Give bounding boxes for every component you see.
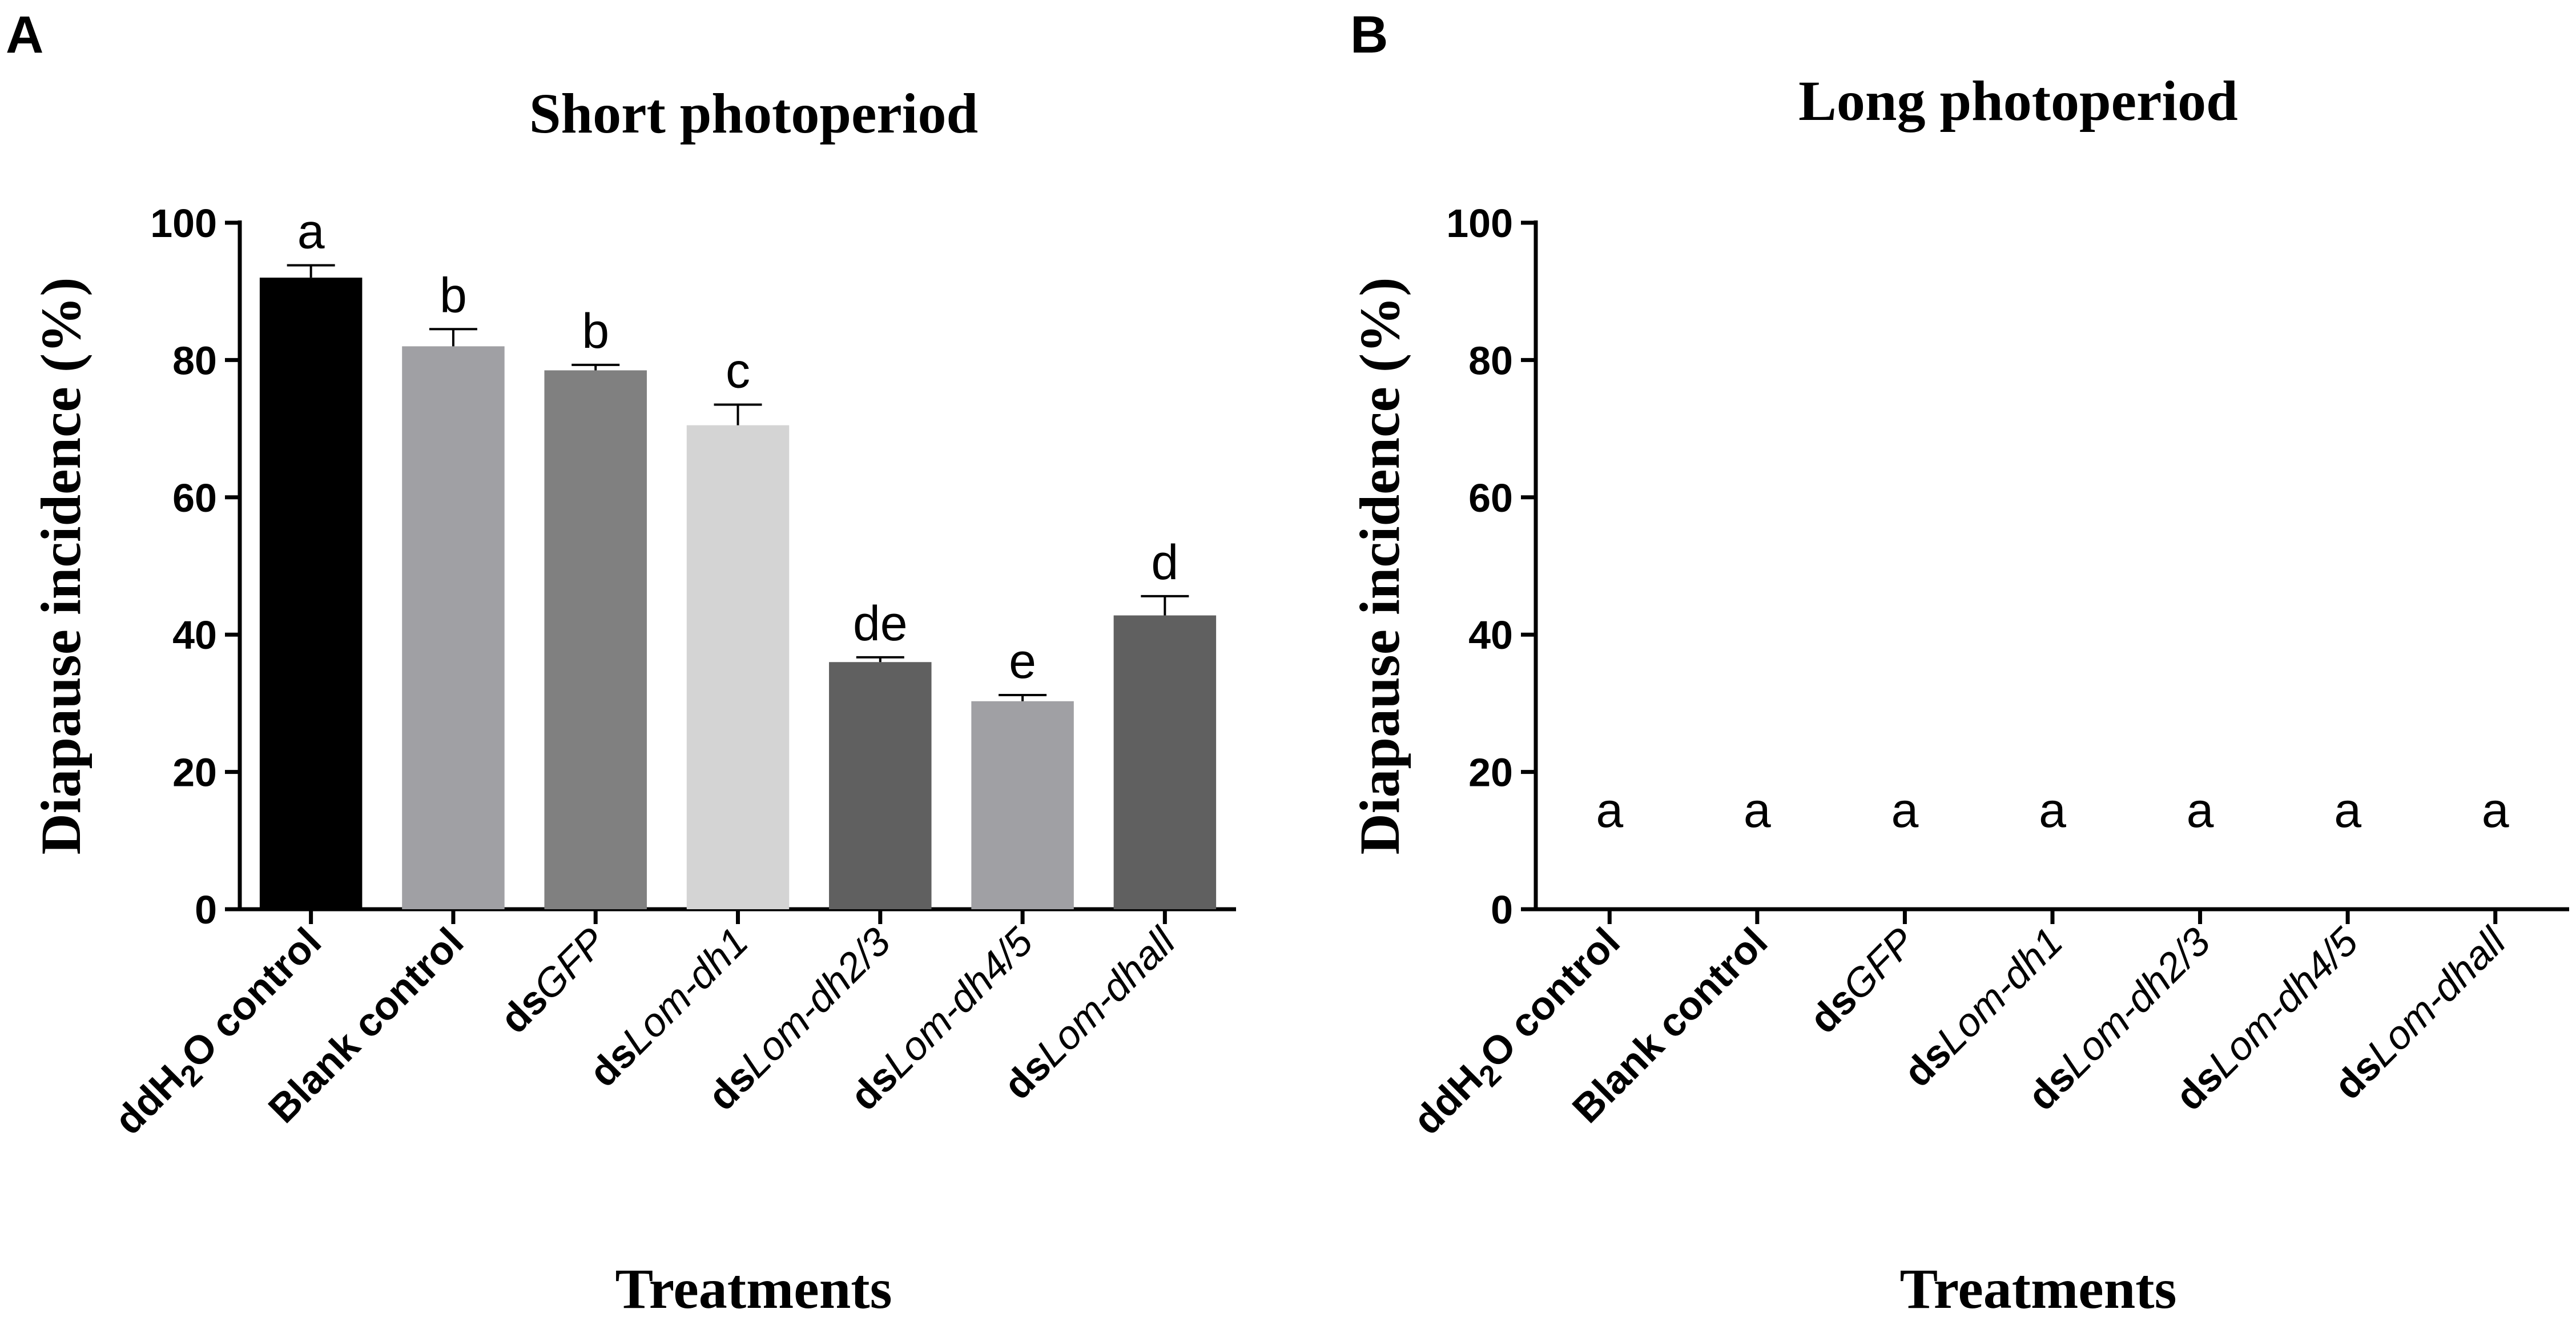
bar: [402, 346, 505, 909]
y-tick-label: 0: [195, 888, 217, 932]
x-axis-label: Treatments: [1899, 1257, 2176, 1320]
label-italic: Lom-dhall: [2358, 918, 2515, 1075]
y-tick-label: 0: [1491, 888, 1513, 932]
panel-letter: A: [6, 6, 43, 64]
y-tick-label: 20: [1468, 750, 1513, 795]
y-axis-label: Diapause incidence (%): [1348, 277, 1411, 854]
significance-letter: b: [582, 304, 609, 359]
significance-letter: a: [2187, 783, 2214, 838]
label-italic: Lom-dh1: [1928, 919, 2071, 1062]
x-axis-label: Treatments: [615, 1257, 892, 1320]
label-italic: Lom-dh1: [614, 919, 757, 1062]
label-italic: Lom-dhall: [1028, 918, 1184, 1075]
label-part: O control: [172, 919, 329, 1076]
significance-letter: a: [1596, 783, 1623, 838]
y-tick-label: 40: [172, 613, 217, 657]
significance-letter: d: [1151, 535, 1178, 590]
x-tick-label: dsGFP: [492, 919, 614, 1042]
y-tick-label: 80: [1468, 338, 1513, 383]
y-tick-label: 40: [1468, 613, 1513, 657]
significance-letter: c: [726, 344, 750, 399]
panel-letter: B: [1350, 6, 1388, 64]
y-tick-label: 80: [172, 338, 217, 383]
significance-letter: a: [297, 204, 325, 259]
y-tick-label: 60: [1468, 476, 1513, 520]
bar: [259, 278, 363, 909]
significance-letter: de: [853, 596, 908, 651]
significance-letter: e: [1009, 634, 1036, 689]
significance-letter: a: [2039, 783, 2066, 838]
y-tick-label: 100: [1446, 201, 1513, 246]
bar: [971, 701, 1074, 909]
x-tick-label: dsGFP: [1801, 919, 1923, 1042]
significance-letter: a: [1891, 783, 1919, 838]
bar: [686, 425, 790, 909]
bar: [544, 370, 647, 909]
significance-letter: a: [2482, 783, 2509, 838]
bar: [829, 662, 932, 909]
chart-title: Long photoperiod: [1798, 69, 2238, 132]
y-tick-label: 20: [172, 750, 217, 795]
chart-panel-a: A Short photoperiod Diapause incidence (%)…: [6, 6, 1236, 1320]
y-tick-label: 100: [150, 201, 217, 246]
y-axis-label: Diapause incidence (%): [29, 277, 92, 854]
label-part: O control: [1471, 919, 1628, 1076]
significance-letter: b: [440, 268, 467, 323]
chart-panel-b: B Long photoperiod Diapause incidence (%) T…: [1348, 6, 2569, 1320]
significance-letter: a: [2334, 783, 2361, 838]
bar: [1113, 615, 1217, 909]
y-tick-label: 60: [172, 476, 217, 520]
significance-letter: a: [1744, 783, 1771, 838]
chart-title: Short photoperiod: [529, 82, 978, 145]
